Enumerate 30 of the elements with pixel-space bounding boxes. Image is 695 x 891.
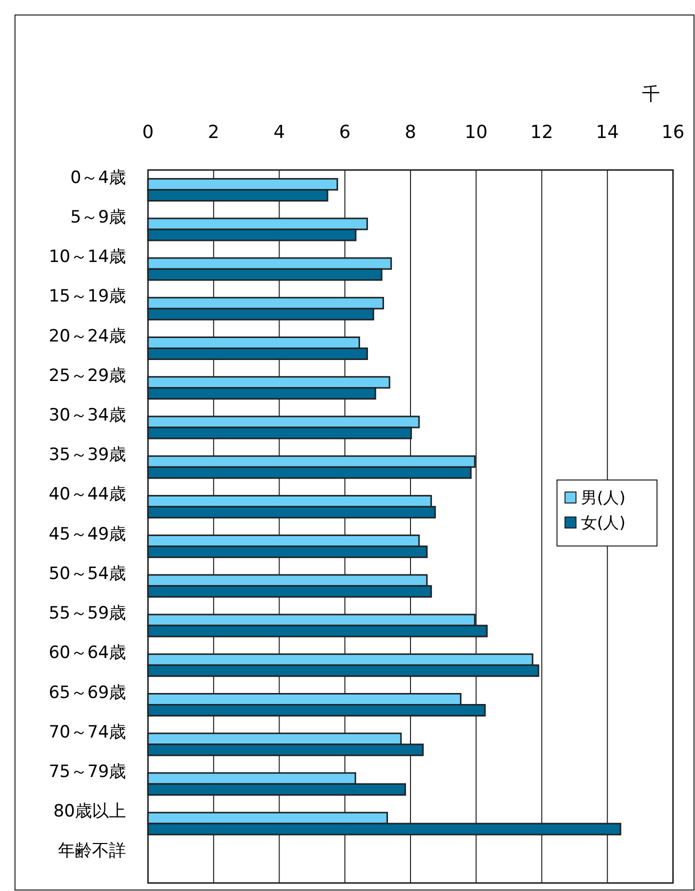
y-tick-label: 45～49歳 <box>48 524 126 544</box>
legend-label: 男(人) <box>581 488 626 507</box>
x-tick-label: 2 <box>208 122 220 143</box>
y-tick-label: 25～29歳 <box>48 366 126 386</box>
y-tick-label: 75～79歳 <box>48 762 126 782</box>
x-tick-label: 16 <box>662 122 684 143</box>
y-tick-label: 5～9歳 <box>70 207 126 228</box>
y-tick-label: 年齢不詳 <box>58 841 126 862</box>
x-tick-label: 12 <box>530 122 554 143</box>
x-tick-label: 4 <box>274 122 285 143</box>
y-tick-label: 65～69歳 <box>48 682 126 703</box>
y-tick-label: 70～74歳 <box>48 722 126 742</box>
legend-label: 女(人) <box>581 513 626 532</box>
y-tick-label: 40～44歳 <box>48 484 126 505</box>
x-tick-label: 8 <box>404 122 416 143</box>
y-tick-label: 20～24歳 <box>48 326 126 346</box>
y-tick-label: 55～59歳 <box>48 604 126 624</box>
y-tick-label: 50～54歳 <box>48 564 126 584</box>
x-tick-label: 6 <box>339 122 351 143</box>
x-tick-label: 0 <box>142 122 154 143</box>
y-tick-label: 0～4歳 <box>70 168 126 188</box>
y-tick-label: 60～64歳 <box>48 643 126 664</box>
y-tick-label: 80歳以上 <box>53 802 126 822</box>
x-axis-title: 千 <box>642 84 660 105</box>
y-tick-label: 15～19歳 <box>48 286 126 307</box>
y-tick-label: 30～34歳 <box>48 405 126 426</box>
y-tick-label: 35～39歳 <box>48 445 126 466</box>
x-tick-label: 14 <box>596 122 619 143</box>
x-tick-label: 10 <box>464 122 488 143</box>
y-tick-label: 10～14歳 <box>48 247 126 268</box>
